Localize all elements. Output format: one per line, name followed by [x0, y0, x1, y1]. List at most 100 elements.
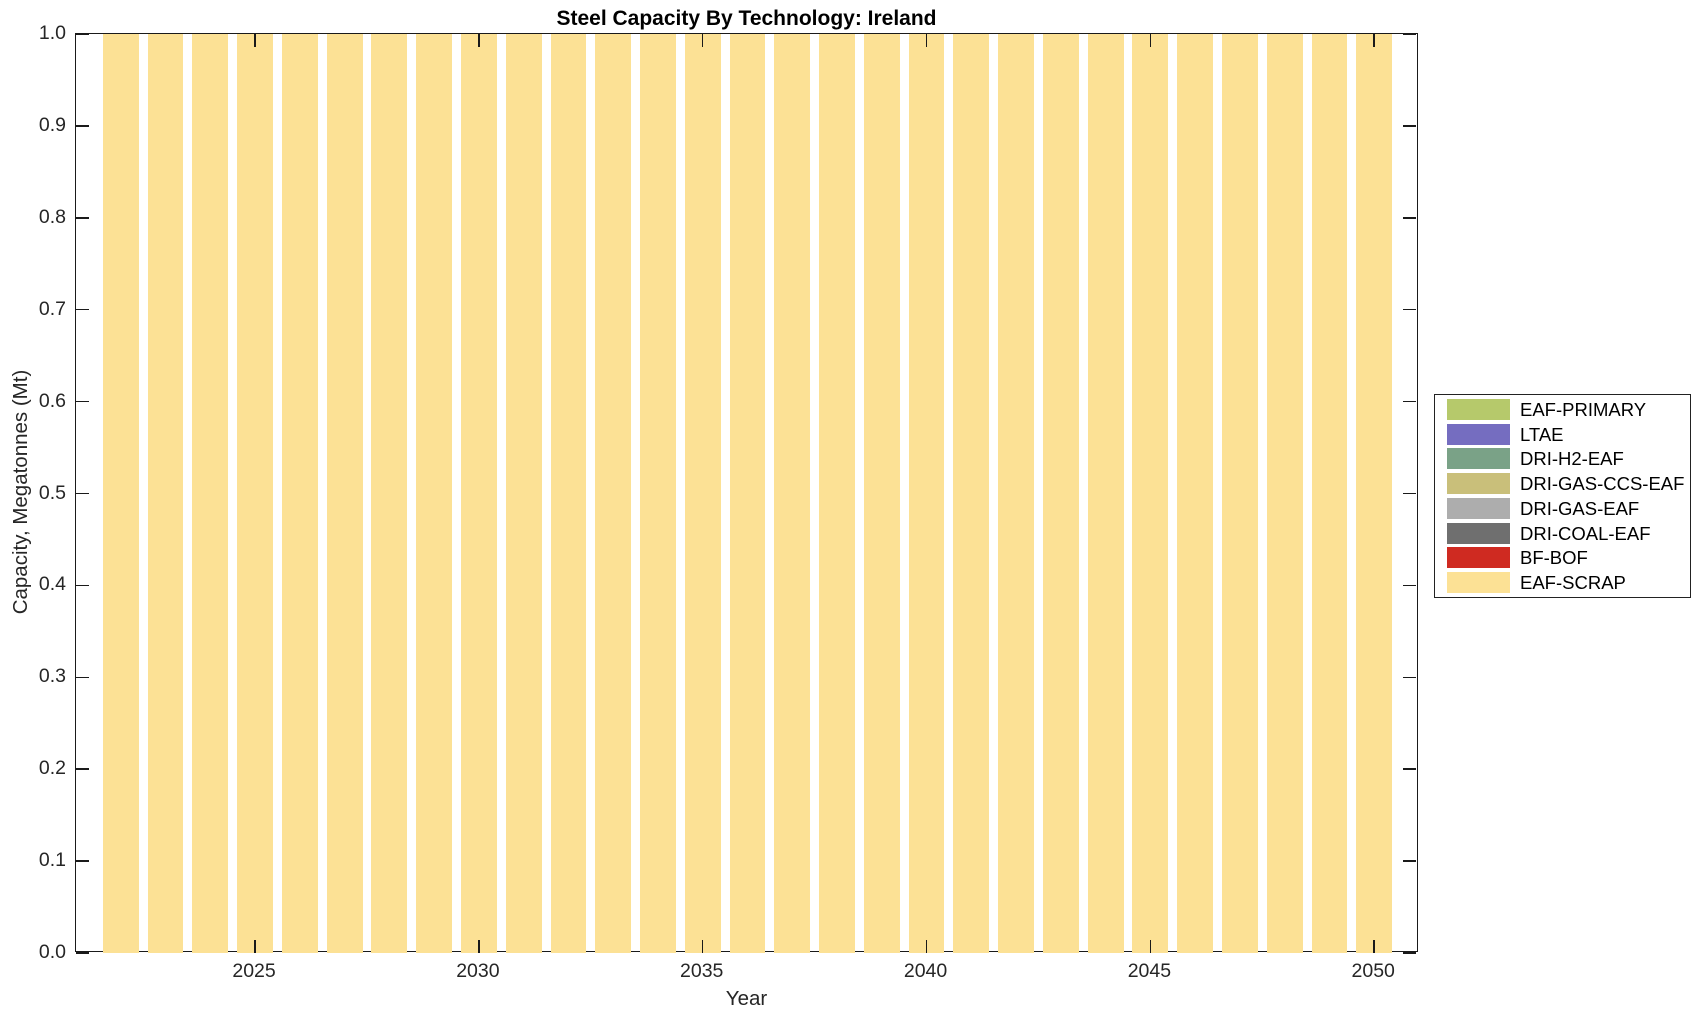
legend: EAF-PRIMARY LTAE DRI-H2-EAF DRI-GAS-CCS-EAF… [1434, 394, 1691, 598]
legend-swatch-dri-coal-eaf [1447, 522, 1510, 544]
legend-label: DRI-H2-EAF [1520, 448, 1624, 470]
bar-eaf-scrap-2047 [1222, 34, 1258, 953]
legend-swatch-dri-gas-ccs-eaf [1447, 473, 1510, 495]
bar-eaf-scrap-2043 [1042, 34, 1079, 953]
bar-eaf-scrap-2027 [326, 34, 363, 953]
x-tick [1149, 940, 1152, 953]
y-tick-label: 0.2 [38, 757, 66, 780]
y-tick-mirror [1403, 676, 1416, 679]
legend-label: EAF-SCRAP [1520, 572, 1626, 594]
y-tick [76, 33, 89, 35]
x-tick-mirror [1373, 34, 1375, 47]
y-tick-mirror [1403, 860, 1416, 862]
bar-eaf-scrap-2050 [1356, 34, 1393, 953]
x-tick-mirror [701, 34, 704, 47]
legend-item-dri-gas-eaf: DRI-GAS-EAF [1447, 497, 1690, 519]
bar-eaf-scrap-2038 [819, 34, 855, 953]
x-tick [478, 940, 480, 953]
bar-eaf-scrap-2033 [595, 34, 632, 953]
y-tick-label: 0.0 [38, 941, 66, 963]
legend-item-dri-coal-eaf: DRI-COAL-EAF [1447, 522, 1690, 544]
bar-eaf-scrap-2035 [684, 34, 721, 953]
x-tick-mirror [925, 34, 928, 47]
x-tick-label: 2045 [1127, 960, 1172, 982]
legend-swatch-ltae [1447, 423, 1510, 445]
x-tick [1373, 940, 1375, 953]
bar-eaf-scrap-2030 [460, 34, 497, 953]
y-tick [76, 676, 89, 679]
legend-item-eaf-scrap: EAF-SCRAP [1447, 572, 1690, 594]
bar-eaf-scrap-2048 [1266, 34, 1303, 953]
bar-eaf-scrap-2039 [863, 34, 900, 953]
x-tick [925, 940, 928, 953]
y-tick [76, 860, 89, 862]
y-tick-label: 1.0 [38, 22, 66, 44]
y-tick-mirror [1403, 308, 1416, 311]
legend-item-ltae: LTAE [1447, 423, 1690, 445]
x-tick-label: 2025 [232, 960, 276, 982]
y-tick-mirror [1403, 217, 1416, 219]
bar-eaf-scrap-2046 [1177, 34, 1214, 953]
legend-label: DRI-COAL-EAF [1520, 522, 1651, 544]
x-tick-label: 2030 [456, 960, 500, 982]
x-tick-label: 2035 [680, 960, 724, 982]
y-tick-label: 0.6 [38, 389, 66, 412]
legend-swatch-eaf-primary [1447, 398, 1510, 420]
y-tick-label: 0.7 [38, 297, 66, 320]
legend-label: DRI-GAS-EAF [1520, 497, 1640, 519]
bar-eaf-scrap-2024 [192, 34, 229, 953]
legend-swatch-bf-bof [1447, 547, 1510, 569]
x-tick-mirror [478, 34, 480, 47]
plot-area [75, 33, 1418, 954]
legend-item-dri-gas-ccs-eaf: DRI-GAS-CCS-EAF [1447, 473, 1690, 495]
legend-label: BF-BOF [1520, 547, 1588, 569]
y-tick-label: 0.4 [38, 573, 66, 596]
y-tick-label: 0.5 [38, 481, 66, 504]
chart-title: Steel Capacity By Technology: Ireland [556, 7, 937, 30]
y-tick [76, 125, 89, 127]
y-tick-label: 0.8 [38, 205, 66, 228]
legend-item-bf-bof: BF-BOF [1447, 547, 1690, 569]
y-tick [76, 400, 89, 403]
y-tick-mirror [1403, 125, 1416, 127]
legend-swatch-eaf-scrap [1447, 572, 1510, 594]
y-tick [76, 584, 89, 587]
x-tick-mirror [1149, 34, 1152, 47]
y-tick-mirror [1403, 768, 1416, 770]
legend-label: DRI-GAS-CCS-EAF [1520, 473, 1685, 495]
x-tick [254, 940, 256, 953]
legend-swatch-dri-gas-eaf [1447, 497, 1510, 519]
legend-item-eaf-primary: EAF-PRIMARY [1447, 398, 1690, 420]
x-tick-mirror [254, 34, 256, 47]
y-tick [76, 952, 89, 954]
bar-eaf-scrap-2049 [1311, 34, 1348, 953]
y-tick [76, 308, 89, 311]
bar-eaf-scrap-2023 [147, 34, 184, 953]
x-axis-label: Year [725, 987, 768, 1010]
bar-eaf-scrap-2032 [550, 34, 587, 953]
bar-eaf-scrap-2034 [640, 34, 676, 953]
legend-swatch-dri-h2-eaf [1447, 448, 1510, 470]
y-tick-mirror [1403, 400, 1416, 403]
x-tick [701, 940, 704, 953]
y-tick-mirror [1403, 492, 1416, 495]
bar-eaf-scrap-2037 [774, 34, 811, 953]
y-tick-label: 0.1 [38, 849, 66, 872]
bar-eaf-scrap-2028 [371, 34, 408, 953]
x-tick-label: 2050 [1351, 960, 1395, 982]
y-tick [76, 492, 89, 495]
legend-label: EAF-PRIMARY [1520, 398, 1647, 420]
legend-label: LTAE [1520, 423, 1564, 445]
y-tick [76, 217, 89, 219]
bar-eaf-scrap-2025 [237, 34, 273, 953]
bar-eaf-scrap-2026 [281, 34, 318, 953]
x-tick-label: 2040 [903, 960, 948, 982]
bar-eaf-scrap-2045 [1132, 34, 1169, 953]
bar-eaf-scrap-2041 [953, 34, 990, 953]
bar-eaf-scrap-2029 [416, 34, 453, 953]
y-tick-mirror [1403, 33, 1416, 35]
y-tick-label: 0.9 [38, 113, 66, 136]
bar-eaf-scrap-2031 [505, 34, 542, 953]
y-tick [76, 768, 89, 770]
